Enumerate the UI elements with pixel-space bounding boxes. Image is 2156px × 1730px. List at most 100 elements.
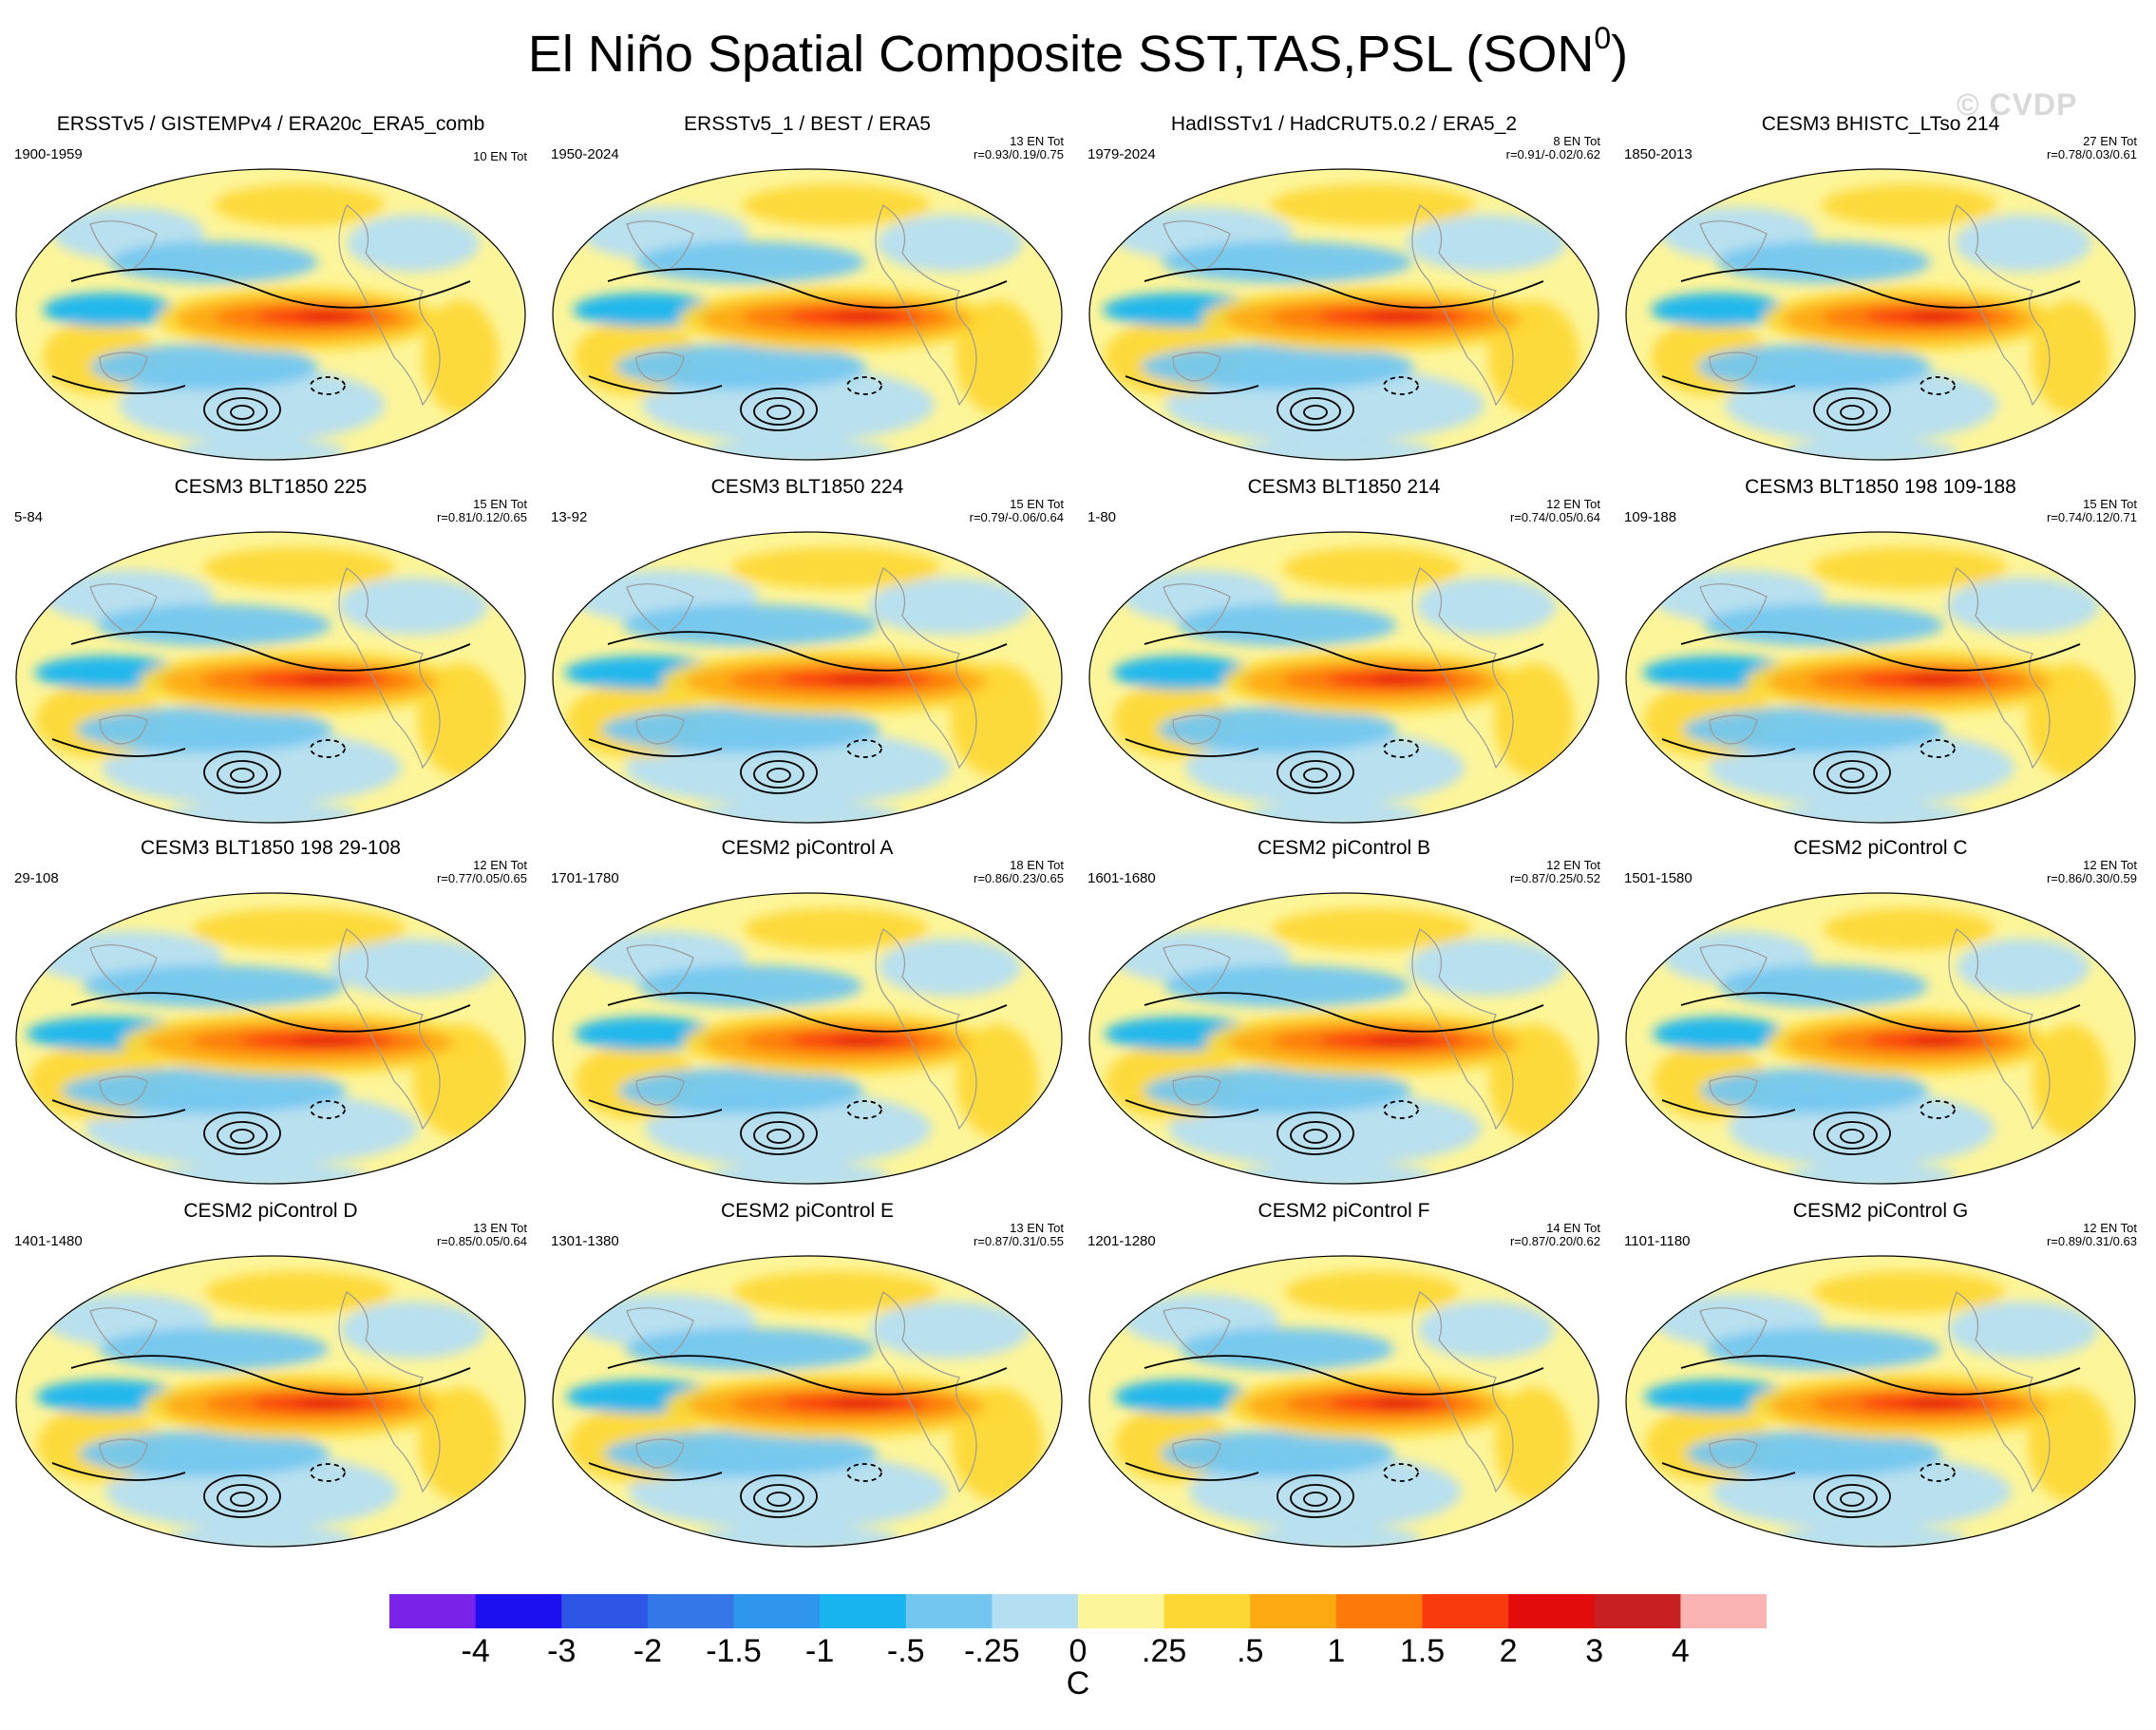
- panel-en-total: 18 EN Tot: [1010, 858, 1064, 872]
- panel-stats: 15 EN Tot r=0.81/0.12/0.65: [437, 498, 527, 524]
- map-panel: CESM3 BLT1850 198 109-188 109-188 15 EN To…: [1615, 475, 2147, 836]
- panel-en-total: 13 EN Tot: [1010, 134, 1064, 148]
- robinson-map: [552, 168, 1063, 461]
- panel-title: CESM3 BLT1850 214: [1247, 476, 1441, 498]
- colorbar-tick-label: .25: [1141, 1633, 1187, 1669]
- panel-stats: 12 EN Tot r=0.87/0.25/0.52: [1510, 859, 1600, 885]
- cvdp-watermark: © CVDP: [1957, 87, 2078, 122]
- panel-pattern-correlation: r=0.86/0.23/0.65: [973, 871, 1064, 885]
- panel-stats: 18 EN Tot r=0.86/0.23/0.65: [974, 859, 1064, 885]
- colorbar-swatch: [389, 1594, 477, 1628]
- map-panel: ERSSTv5_1 / BEST / ERA5 1950-2024 13 EN To…: [541, 112, 1073, 473]
- panel-years: 5-84: [14, 509, 44, 525]
- panel-years: 1601-1680: [1087, 870, 1156, 886]
- panel-years: 1-80: [1087, 509, 1117, 525]
- panel-years: 1900-1959: [14, 146, 83, 162]
- panel-pattern-correlation: r=0.85/0.05/0.64: [436, 1234, 527, 1248]
- panel-pattern-correlation: r=0.87/0.25/0.52: [1509, 871, 1600, 885]
- panel-title: CESM3 BHISTC_LTso 214: [1761, 113, 2000, 135]
- panel-en-total: 13 EN Tot: [1010, 1221, 1064, 1235]
- map-panel: CESM3 BLT1850 198 29-108 29-108 12 EN Tot r…: [5, 836, 537, 1197]
- panel-years: 1950-2024: [551, 146, 619, 162]
- panel-title: CESM2 piControl G: [1792, 1200, 1969, 1222]
- panel-title: CESM3 BLT1850 198 109-188: [1745, 476, 2016, 498]
- panel-years: 109-188: [1624, 509, 1677, 525]
- colorbar-swatch: [1422, 1594, 1509, 1628]
- colorbar-swatch: [1508, 1594, 1596, 1628]
- colorbar-swatch: [820, 1594, 907, 1628]
- panel-stats: 10 EN Tot: [473, 150, 527, 163]
- robinson-map: [1625, 1255, 2136, 1548]
- robinson-map: [15, 892, 526, 1185]
- colorbar-swatch: [1163, 1594, 1251, 1628]
- panel-stats: 13 EN Tot r=0.87/0.31/0.55: [974, 1222, 1064, 1248]
- colorbar-tick-label: .5: [1237, 1633, 1264, 1669]
- map-panel: CESM2 piControl E 1301-1380 13 EN Tot r=0.8…: [541, 1199, 1073, 1560]
- colorbar-swatch: [1594, 1594, 1681, 1628]
- panel-en-total: 10 EN Tot: [473, 149, 527, 163]
- colorbar-tick-label: -1.5: [706, 1633, 762, 1669]
- panel-pattern-correlation: r=0.89/0.31/0.63: [2046, 1234, 2137, 1248]
- panel-pattern-correlation: r=0.93/0.19/0.75: [973, 147, 1064, 162]
- panel-title: CESM2 piControl D: [183, 1200, 358, 1222]
- panel-stats: 13 EN Tot r=0.93/0.19/0.75: [974, 135, 1064, 162]
- panel-title: CESM2 piControl F: [1258, 1200, 1430, 1222]
- colorbar-swatch: [561, 1594, 649, 1628]
- robinson-map: [1088, 892, 1599, 1185]
- robinson-map: [1088, 1255, 1599, 1548]
- panel-stats: 15 EN Tot r=0.74/0.12/0.71: [2047, 498, 2137, 524]
- panel-en-total: 15 EN Tot: [2083, 497, 2137, 511]
- panel-stats: 12 EN Tot r=0.74/0.05/0.64: [1510, 498, 1600, 524]
- panel-title: CESM3 BLT1850 224: [710, 476, 904, 498]
- colorbar-swatch: [1250, 1594, 1337, 1628]
- panel-en-total: 12 EN Tot: [1546, 497, 1600, 511]
- panel-stats: 12 EN Tot r=0.86/0.30/0.59: [2047, 859, 2137, 885]
- map-panel: CESM3 BHISTC_LTso 214 1850-2013 27 EN Tot r…: [1615, 112, 2147, 473]
- colorbar-tick-label: -4: [461, 1633, 490, 1669]
- colorbar-tick-label: 1: [1327, 1633, 1346, 1669]
- colorbar-swatch: [1335, 1594, 1424, 1628]
- panel-title: CESM2 piControl E: [720, 1200, 895, 1222]
- panel-title: CESM3 BLT1850 225: [174, 476, 368, 498]
- panel-stats: 12 EN Tot r=0.89/0.31/0.63: [2047, 1222, 2137, 1248]
- robinson-map: [15, 1255, 526, 1548]
- panel-stats: 8 EN Tot r=0.91/-0.02/0.62: [1506, 135, 1600, 162]
- panel-pattern-correlation: r=0.87/0.31/0.55: [973, 1234, 1064, 1248]
- colorbar-swatch: [475, 1594, 562, 1628]
- panel-pattern-correlation: r=0.81/0.12/0.65: [436, 510, 527, 524]
- panel-stats: 27 EN Tot r=0.78/0.03/0.61: [2047, 135, 2137, 162]
- panel-en-total: 12 EN Tot: [473, 858, 527, 872]
- panel-pattern-correlation: r=0.77/0.05/0.65: [436, 871, 527, 885]
- panel-years: 29-108: [14, 870, 59, 886]
- panel-pattern-correlation: r=0.74/0.12/0.71: [2046, 510, 2137, 524]
- colorbar-tick-label: 4: [1671, 1633, 1690, 1669]
- colorbar-swatch: [905, 1594, 993, 1628]
- panel-title: CESM2 piControl C: [1793, 837, 1968, 859]
- map-panel: CESM2 piControl B 1601-1680 12 EN Tot r=0.8…: [1078, 836, 1610, 1197]
- map-panel: CESM2 piControl F 1201-1280 14 EN Tot r=0.8…: [1078, 1199, 1610, 1560]
- panel-title: CESM2 piControl B: [1257, 837, 1431, 859]
- panel-pattern-correlation: r=0.78/0.03/0.61: [2046, 147, 2137, 162]
- panel-pattern-correlation: r=0.79/-0.06/0.64: [969, 510, 1064, 524]
- robinson-map: [1088, 168, 1599, 461]
- robinson-map: [1625, 168, 2136, 461]
- panel-pattern-correlation: r=0.91/-0.02/0.62: [1505, 147, 1600, 162]
- panel-en-total: 8 EN Tot: [1553, 134, 1600, 148]
- panel-pattern-correlation: r=0.86/0.30/0.59: [2046, 871, 2137, 885]
- map-panel: CESM2 piControl G 1101-1180 12 EN Tot r=0.8…: [1615, 1199, 2147, 1560]
- panel-title: CESM3 BLT1850 198 29-108: [141, 837, 401, 859]
- colorbar-tick-label: -.25: [964, 1633, 1020, 1669]
- robinson-map: [1625, 892, 2136, 1185]
- panel-stats: 14 EN Tot r=0.87/0.20/0.62: [1510, 1222, 1600, 1248]
- robinson-map: [552, 1255, 1063, 1548]
- robinson-map: [1625, 531, 2136, 824]
- colorbar-tick-label: 2: [1499, 1633, 1518, 1669]
- map-panel: CESM3 BLT1850 214 1-80 12 EN Tot r=0.74/0.0…: [1078, 475, 1610, 836]
- panel-en-total: 14 EN Tot: [1546, 1221, 1600, 1235]
- panel-title: ERSSTv5_1 / BEST / ERA5: [684, 113, 931, 135]
- panel-stats: 13 EN Tot r=0.85/0.05/0.64: [437, 1222, 527, 1248]
- panel-pattern-correlation: r=0.87/0.20/0.62: [1509, 1234, 1600, 1248]
- map-panel: CESM2 piControl A 1701-1780 18 EN Tot r=0.8…: [541, 836, 1073, 1197]
- panel-stats: 15 EN Tot r=0.79/-0.06/0.64: [970, 498, 1064, 524]
- panel-years: 1101-1180: [1624, 1233, 1691, 1249]
